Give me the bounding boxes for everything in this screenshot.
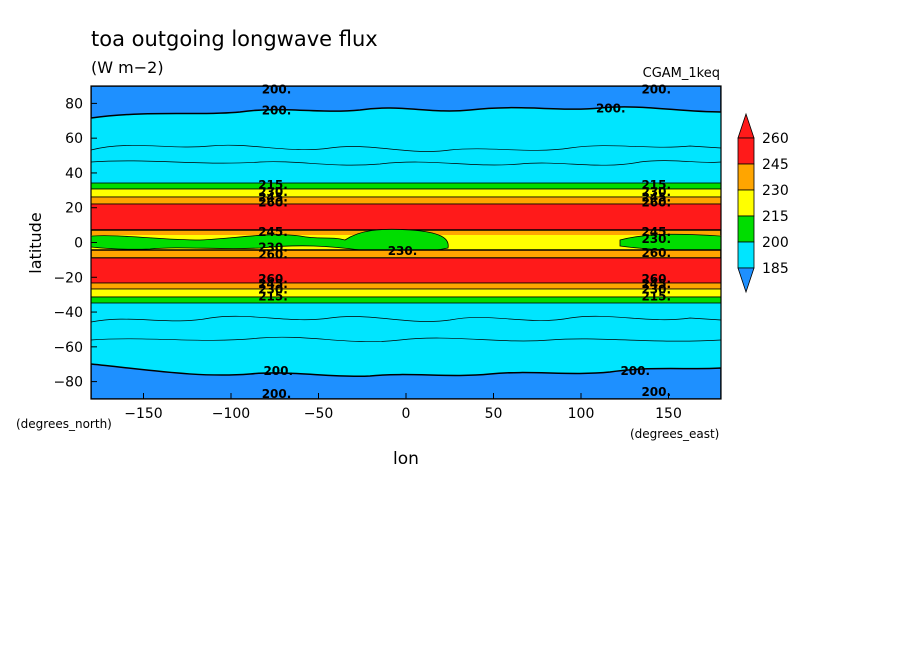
contour-label: 200. — [262, 82, 292, 96]
colorbar-label: 185 — [762, 261, 789, 277]
x-tick-label: 100 — [568, 406, 595, 422]
x-tick-label: 50 — [485, 406, 503, 422]
contour-label: 215. — [641, 178, 671, 192]
band-245-260-north — [91, 196, 721, 205]
y-tick-label: 0 — [74, 236, 83, 252]
contour-label: 230. — [641, 282, 671, 296]
x-tick-label: −50 — [304, 406, 334, 422]
colorbar-label: 230 — [762, 183, 789, 199]
contour-line-north-2 — [91, 160, 721, 166]
contour-label: 260. — [641, 246, 671, 260]
band-260-north — [91, 203, 721, 231]
contour-label: 200. — [641, 82, 671, 96]
contour-label: 200. — [641, 385, 671, 399]
colorbar-cell — [737, 137, 755, 165]
colorbar-label: 260 — [762, 131, 789, 147]
contour-label: 245. — [641, 225, 671, 239]
band-215-230-north — [91, 182, 721, 190]
y-tick-label: 20 — [65, 201, 83, 217]
colorbar-cell — [737, 241, 755, 269]
colorbar-label: 215 — [762, 209, 789, 225]
x-axis-ticks: −150 −100 −50 0 50 100 150 — [124, 393, 682, 422]
contour-line-south — [91, 315, 721, 323]
y-tick-label: 60 — [65, 131, 83, 147]
band-215-230-south — [91, 296, 721, 304]
contour-line-south-2 — [91, 336, 721, 343]
contour-label: 200. — [263, 364, 293, 378]
contour-label: 200. — [596, 102, 626, 116]
colorbar-label: 200 — [762, 235, 789, 251]
y-axis-label: latitude — [26, 212, 45, 273]
contour-label: 200. — [262, 387, 292, 401]
contour-label: 260. — [258, 272, 288, 286]
contour-label: 245. — [641, 190, 671, 204]
contour-label: 230. — [258, 282, 288, 296]
contour-label: 260. — [258, 248, 288, 262]
contour-label: 215. — [641, 289, 671, 303]
filled-contour-field — [91, 86, 721, 399]
contour-label: 215. — [258, 289, 288, 303]
band-185-200-south — [91, 363, 721, 399]
contour-label: 230. — [641, 232, 671, 246]
band-230-245-north — [91, 188, 721, 198]
x-tick-label: 150 — [655, 406, 682, 422]
contour-labels: 200. 200.200. 200.215. 215.230. 230.245. 245.… — [258, 82, 671, 400]
chart-title: toa outgoing longwave flux — [91, 27, 378, 51]
contour-label: 230. — [388, 244, 418, 258]
case-label: CGAM_1keq — [643, 66, 720, 81]
contour-label: 245. — [258, 190, 288, 204]
y-tick-label: 40 — [65, 166, 83, 182]
y-axis-ticks: 80 60 40 20 0 −20 −40 −60 −80 — [53, 96, 97, 391]
y-tick-label: −60 — [53, 340, 83, 356]
colorbar-cell — [737, 189, 755, 217]
x-tick-label: −100 — [212, 406, 250, 422]
band-230-245-south — [91, 288, 721, 298]
x-axis-label: lon — [393, 449, 419, 469]
band-245-260-south — [91, 282, 721, 290]
y-tick-label: −40 — [53, 305, 83, 321]
contour-label: 260. — [258, 196, 288, 210]
y-tick-label: −20 — [53, 270, 83, 286]
contour-label: 245. — [641, 277, 671, 291]
y-tick-label: 80 — [65, 96, 83, 112]
contour-label: 245. — [258, 225, 288, 239]
contour-label: 260. — [641, 196, 671, 210]
colorbar-extend-min — [737, 267, 755, 294]
colorbar-cell — [737, 163, 755, 191]
band-260-south — [91, 257, 721, 284]
contour-label: 230. — [258, 185, 288, 199]
contour-label: 260. — [641, 272, 671, 286]
band-215-230-equator-west — [91, 228, 449, 253]
contour-line-north — [91, 144, 721, 152]
contour-label: 200. — [262, 103, 292, 117]
colorbar-extend-max — [737, 112, 755, 139]
band-185-200-north — [91, 86, 721, 119]
colorbar-label: 245 — [762, 157, 789, 173]
contour-label: 230. — [641, 185, 671, 199]
x-tick-label: −150 — [124, 406, 162, 422]
x-axis-units: (degrees_east) — [630, 427, 719, 441]
band-215-230-equator-east — [619, 233, 721, 252]
x-tick-label: 0 — [402, 406, 411, 422]
contour-label: 200. — [620, 364, 650, 378]
chart-units: (W m−2) — [91, 58, 164, 77]
contour-label: 215. — [258, 178, 288, 192]
contour-label: 245. — [258, 277, 288, 291]
contour-label: 230. — [258, 241, 288, 255]
y-tick-label: −80 — [53, 375, 83, 391]
colorbar-cell — [737, 215, 755, 243]
y-axis-units: (degrees_north) — [16, 417, 112, 431]
colorbar: 260 245 230 215 200 185 — [737, 112, 789, 294]
